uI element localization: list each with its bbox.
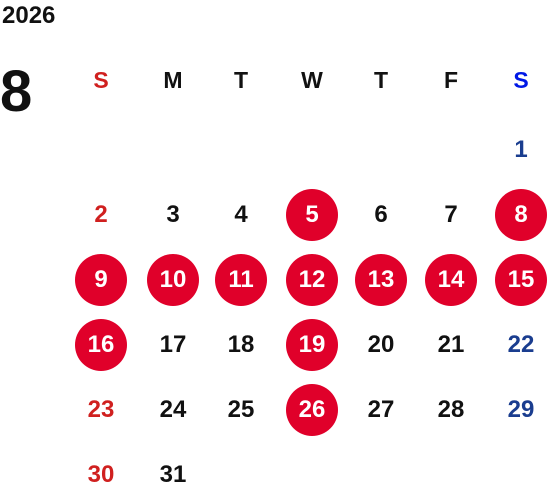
year-label: 2026 xyxy=(2,2,56,29)
weekday-header-friday: F xyxy=(443,66,459,93)
day-26[interactable]: 26 xyxy=(286,384,338,436)
weekday-header-thursday: T xyxy=(373,66,389,93)
day-25[interactable]: 25 xyxy=(227,396,255,423)
day-24[interactable]: 24 xyxy=(159,396,187,423)
day-9[interactable]: 9 xyxy=(75,254,127,306)
day-5[interactable]: 5 xyxy=(286,189,338,241)
weekday-header-monday: M xyxy=(163,66,183,93)
day-16[interactable]: 16 xyxy=(75,319,127,371)
day-21[interactable]: 21 xyxy=(437,331,465,358)
day-14[interactable]: 14 xyxy=(425,254,477,306)
day-3[interactable]: 3 xyxy=(166,201,180,228)
day-17[interactable]: 17 xyxy=(159,331,187,358)
day-20[interactable]: 20 xyxy=(367,331,395,358)
day-29[interactable]: 29 xyxy=(507,396,535,423)
day-22[interactable]: 22 xyxy=(507,331,535,358)
month-label: 8 xyxy=(0,59,33,124)
day-11[interactable]: 11 xyxy=(215,254,267,306)
day-27[interactable]: 27 xyxy=(367,396,395,423)
day-8[interactable]: 8 xyxy=(495,189,547,241)
day-1[interactable]: 1 xyxy=(514,136,528,163)
day-15[interactable]: 15 xyxy=(495,254,547,306)
day-31[interactable]: 31 xyxy=(159,461,187,488)
day-23[interactable]: 23 xyxy=(87,396,115,423)
day-6[interactable]: 6 xyxy=(374,201,388,228)
day-7[interactable]: 7 xyxy=(444,201,458,228)
day-19[interactable]: 19 xyxy=(286,319,338,371)
day-28[interactable]: 28 xyxy=(437,396,465,423)
weekday-header-tuesday: T xyxy=(233,66,249,93)
day-13[interactable]: 13 xyxy=(355,254,407,306)
weekday-header-saturday: S xyxy=(513,66,529,93)
day-18[interactable]: 18 xyxy=(227,331,255,358)
day-12[interactable]: 12 xyxy=(286,254,338,306)
day-10[interactable]: 10 xyxy=(147,254,199,306)
weekday-header-wednesday: W xyxy=(301,66,323,93)
day-2[interactable]: 2 xyxy=(94,201,108,228)
day-30[interactable]: 30 xyxy=(87,461,115,488)
day-4[interactable]: 4 xyxy=(234,201,248,228)
weekday-header-sunday: S xyxy=(93,66,109,93)
